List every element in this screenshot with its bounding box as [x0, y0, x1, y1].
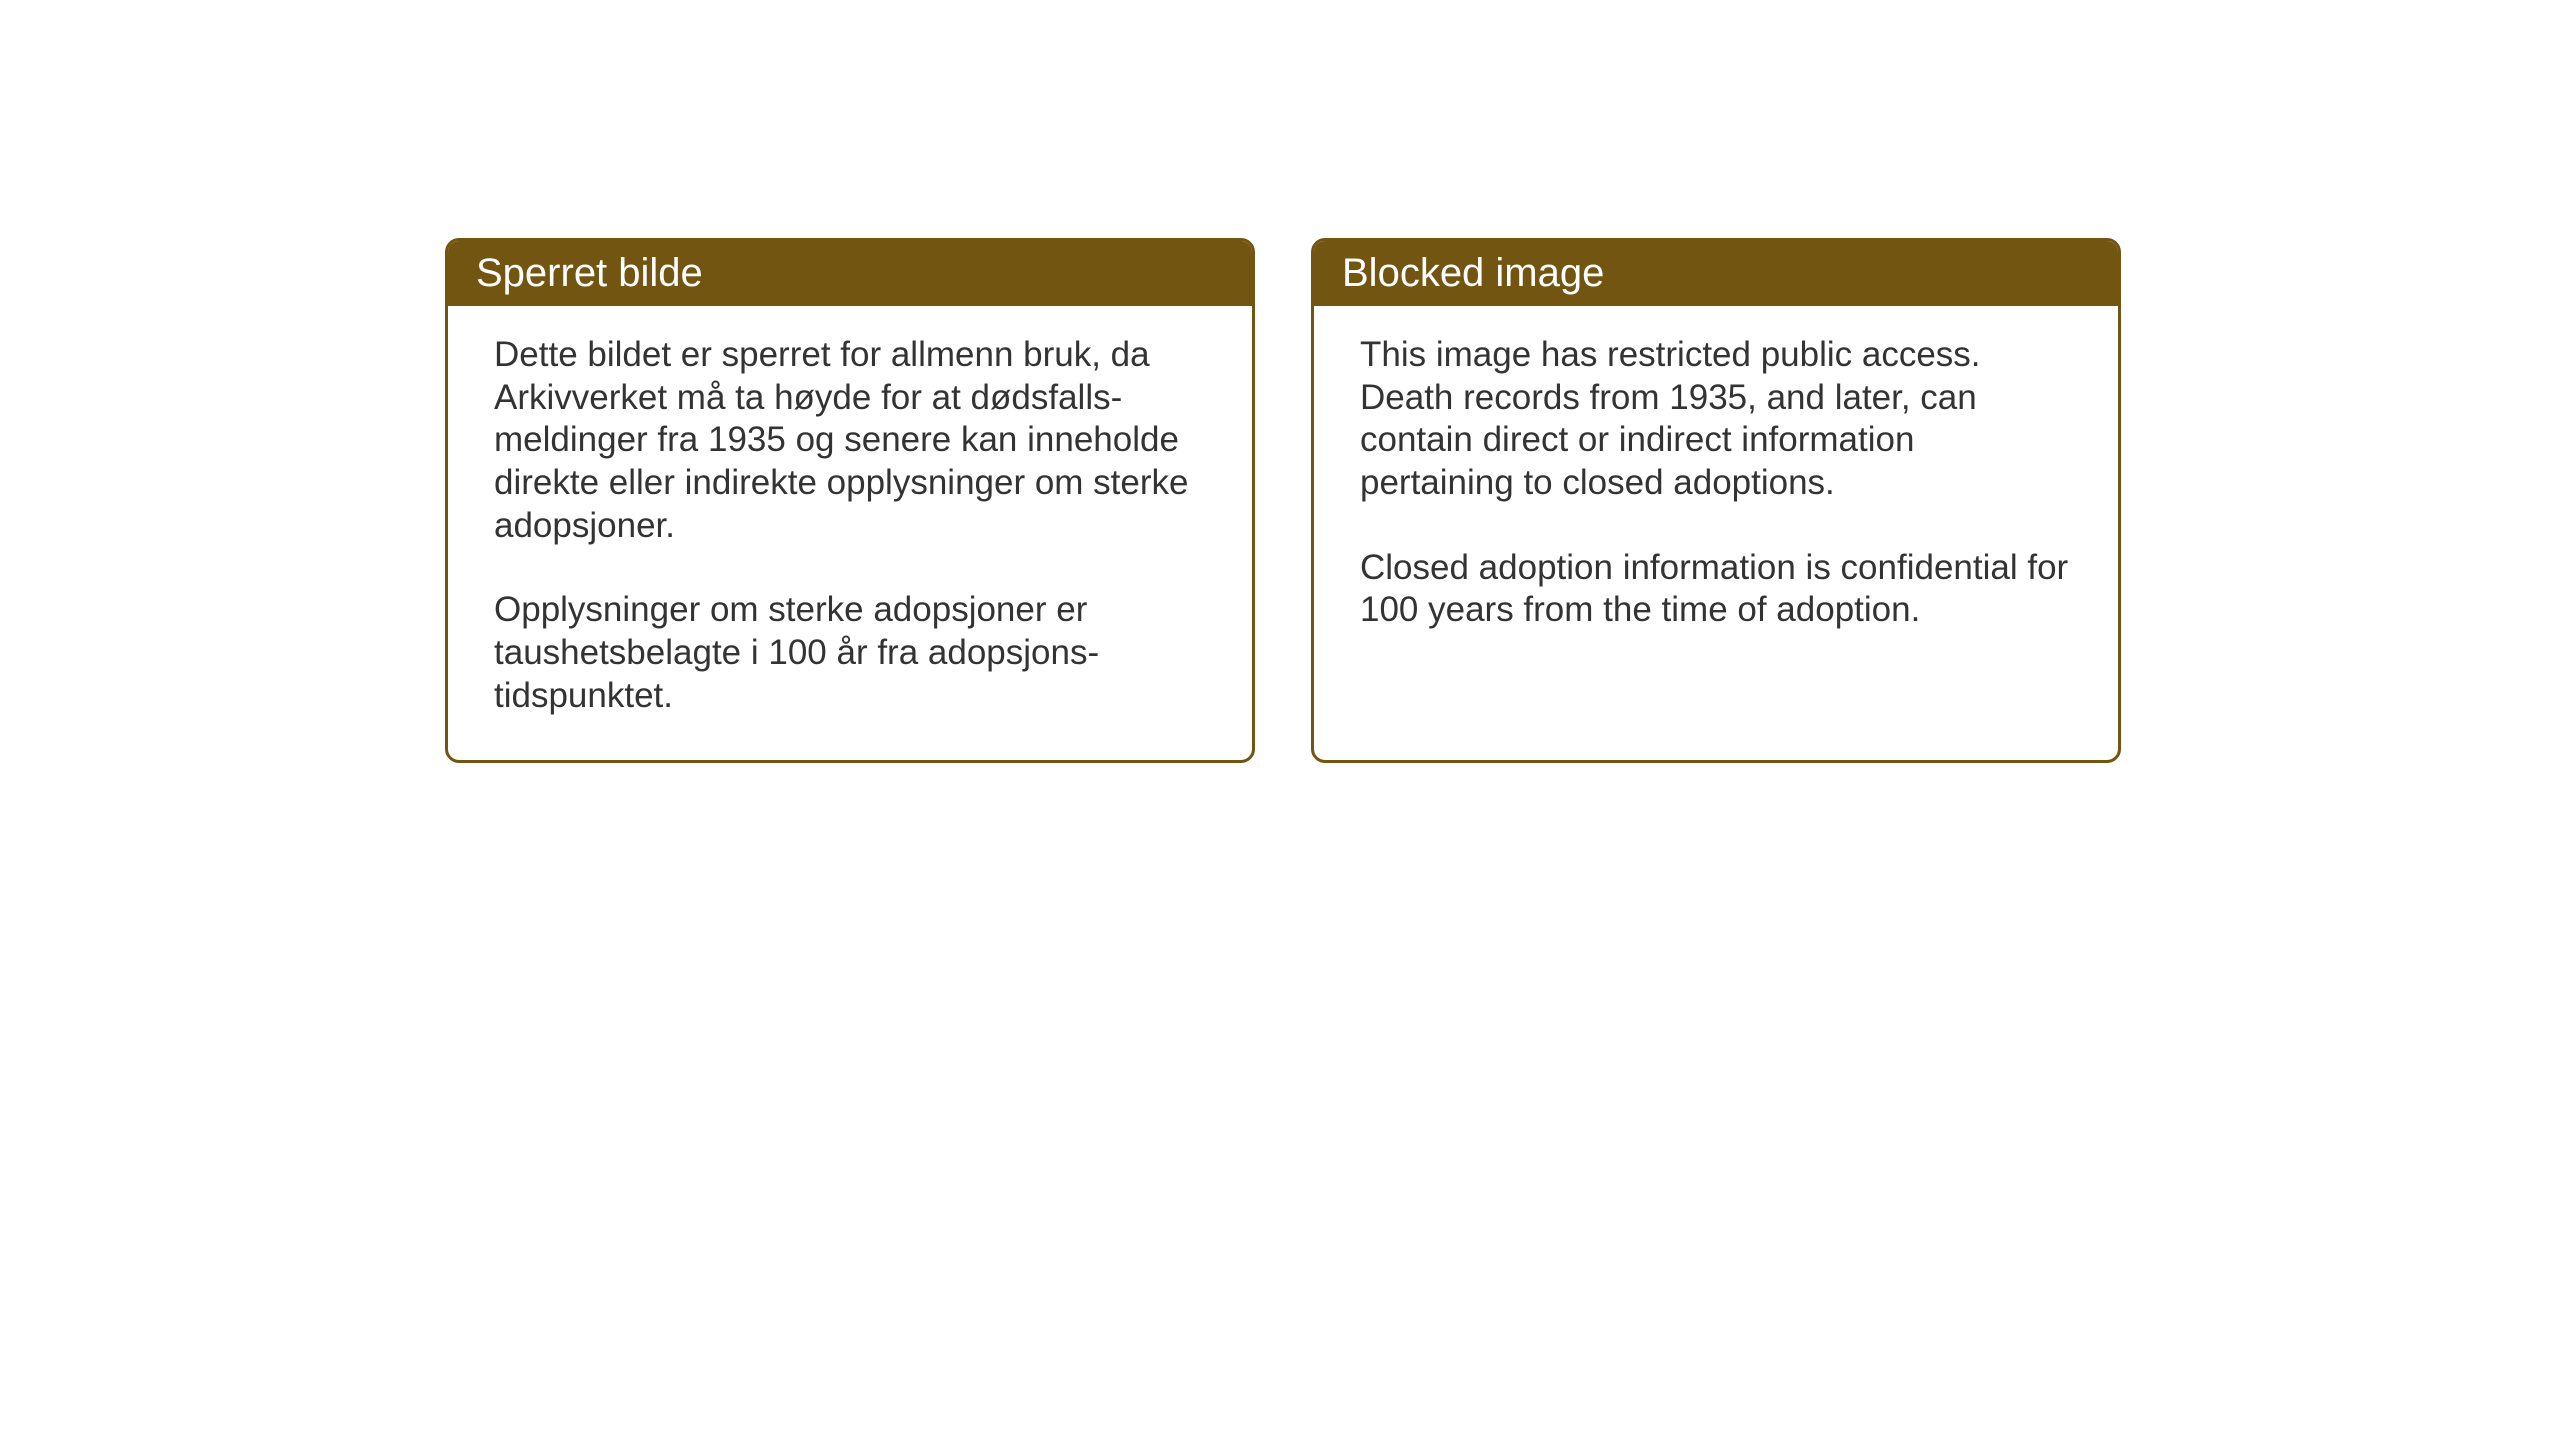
card-title: Blocked image — [1342, 251, 1604, 295]
card-header-norwegian: Sperret bilde — [448, 241, 1252, 306]
blocked-image-card-english: Blocked image This image has restricted … — [1311, 238, 2121, 763]
card-title: Sperret bilde — [476, 251, 703, 295]
blocked-image-card-norwegian: Sperret bilde Dette bildet er sperret fo… — [445, 238, 1255, 763]
card-paragraph: Dette bildet er sperret for allmenn bruk… — [494, 334, 1206, 547]
notice-cards-container: Sperret bilde Dette bildet er sperret fo… — [445, 238, 2121, 763]
card-paragraph: Opplysninger om sterke adopsjoner er tau… — [494, 589, 1206, 717]
card-header-english: Blocked image — [1314, 241, 2118, 306]
card-body-english: This image has restricted public access.… — [1314, 306, 2118, 674]
card-paragraph: Closed adoption information is confident… — [1360, 547, 2072, 632]
card-paragraph: This image has restricted public access.… — [1360, 334, 2072, 505]
card-body-norwegian: Dette bildet er sperret for allmenn bruk… — [448, 306, 1252, 760]
